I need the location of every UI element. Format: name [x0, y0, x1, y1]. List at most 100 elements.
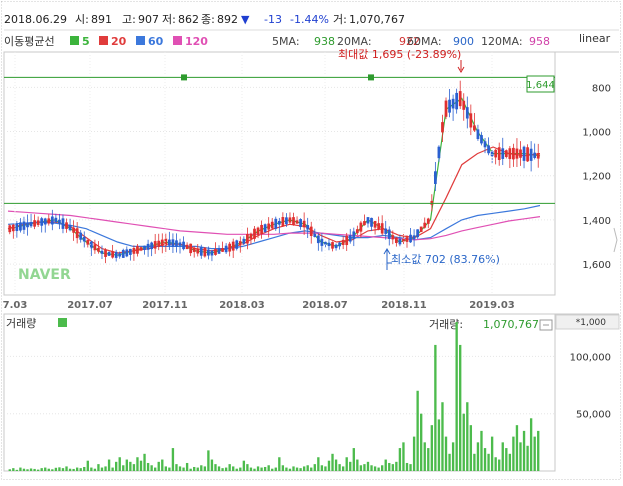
candle: [196, 244, 200, 257]
volume-bar: [217, 466, 221, 471]
candle: [54, 213, 58, 223]
candle: [168, 231, 171, 250]
volume-bar: [97, 464, 100, 471]
candle: [246, 227, 249, 250]
candle: [288, 212, 292, 225]
volume-bar: [285, 467, 288, 471]
candle: [26, 214, 29, 236]
header-open-label: 시:: [75, 13, 89, 26]
candle: [409, 227, 412, 244]
volume-bar: [295, 467, 299, 471]
volume-bar: [79, 468, 82, 471]
candlesticks: [8, 80, 540, 264]
volume-bar: [313, 464, 316, 471]
scale-mode-button[interactable]: linear: [579, 32, 611, 45]
candle: [341, 236, 345, 250]
candle: [47, 214, 51, 226]
candle: [398, 234, 402, 247]
candle: [199, 244, 203, 259]
reference-line-handle[interactable]: [368, 74, 374, 81]
volume-bar: [111, 467, 114, 471]
candle: [338, 241, 341, 250]
volume-bar: [505, 448, 508, 471]
volume-bar: [306, 465, 309, 471]
candle: [253, 225, 256, 242]
candle: [434, 161, 437, 191]
candle: [150, 241, 154, 257]
candle: [316, 233, 320, 251]
candle: [72, 220, 75, 241]
volume-bar: [68, 468, 72, 471]
volume-bar: [402, 442, 405, 471]
ma-value-label-1: 20MA:: [337, 35, 372, 48]
reference-line-handle[interactable]: [181, 74, 187, 81]
ma-line-120: [7, 210, 541, 241]
header-high-label: 고:: [122, 13, 136, 26]
volume-bar: [281, 465, 285, 471]
candle: [373, 220, 377, 235]
candle: [100, 245, 104, 260]
ma-value-label-3: 120MA:: [481, 35, 523, 48]
candle: [377, 216, 380, 231]
volume-bar: [239, 467, 242, 471]
ma-value-3: 958: [529, 35, 550, 48]
ma-legend-swatch-120[interactable]: [173, 36, 182, 45]
candle: [114, 249, 118, 262]
volume-bar: [168, 467, 171, 471]
candle: [15, 220, 19, 238]
volume-bar: [366, 461, 370, 471]
candle: [33, 214, 36, 230]
candle: [221, 241, 224, 253]
candle: [164, 233, 168, 253]
volume-bar: [107, 459, 111, 471]
candle: [157, 233, 161, 251]
volume-bar: [437, 419, 441, 471]
candle: [214, 242, 217, 256]
volume-bar: [345, 457, 348, 471]
candle: [476, 124, 480, 141]
candle: [171, 233, 175, 254]
candle: [487, 137, 490, 156]
ma-legend-swatch-20[interactable]: [99, 36, 108, 45]
candle: [512, 143, 515, 167]
candle: [302, 212, 306, 235]
volume-bar: [203, 466, 207, 471]
volume-bar: [469, 425, 473, 471]
volume-axis-ticks: 50,000 100,000: [570, 352, 611, 420]
volume-bar: [83, 466, 86, 471]
volume-bar: [299, 468, 302, 471]
candle: [412, 229, 416, 247]
volume-bar: [356, 459, 359, 471]
candle: [469, 104, 473, 136]
price-tick-label: 800: [592, 83, 611, 94]
axis-scroll-handle[interactable]: [613, 227, 618, 253]
volume-bar: [139, 460, 143, 471]
candle: [43, 217, 47, 233]
ma-legend-label-5: 5: [82, 35, 90, 48]
volume-bar: [519, 442, 522, 471]
volume-bar: [44, 467, 47, 471]
ma-legend-swatch-5[interactable]: [70, 36, 79, 45]
min-annotation: 최소값 702 (83.76%): [383, 248, 500, 270]
candle: [235, 239, 239, 251]
volume-bar: [164, 466, 167, 471]
volume-bar: [207, 450, 210, 471]
candle: [285, 213, 288, 227]
date-tick-label: 2018.03: [219, 300, 265, 311]
volume-bar: [26, 469, 29, 471]
candle: [153, 233, 157, 254]
date-tick-label: 2017.07: [67, 300, 113, 311]
volume-bar: [398, 448, 402, 471]
candle: [11, 224, 15, 239]
candle: [238, 236, 242, 253]
volume-bar: [33, 468, 36, 471]
ma-legend-swatch-60[interactable]: [136, 36, 145, 45]
candle: [526, 144, 529, 163]
volume-panel: [3, 313, 556, 472]
volume-bar: [210, 459, 214, 471]
ma-value-0: 938: [314, 35, 335, 48]
volume-bar: [232, 466, 235, 471]
candle: [536, 143, 540, 168]
header-change-value: -13: [264, 13, 282, 26]
